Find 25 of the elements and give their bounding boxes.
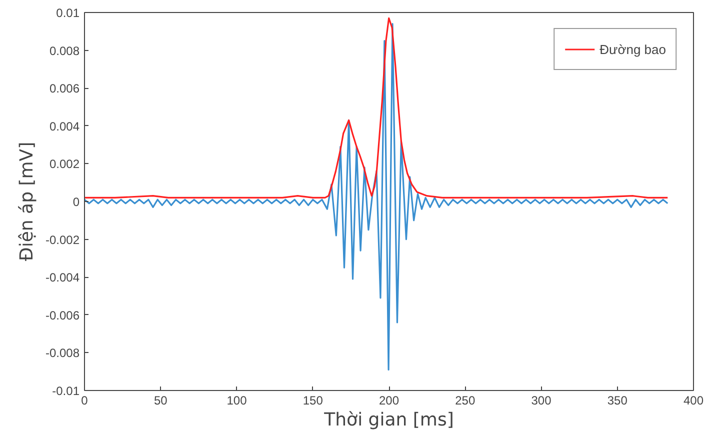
y-tick-label: 0.004 [49, 119, 80, 134]
y-tick-label: -0.008 [45, 346, 80, 360]
x-tick-label: 150 [302, 394, 324, 408]
x-tick-label: 0 [81, 394, 88, 408]
y-tick-label: -0.006 [45, 308, 80, 322]
y-tick-label: 0.01 [56, 6, 80, 20]
y-tick-label: 0.008 [49, 44, 80, 58]
y-tick-label: -0.004 [45, 270, 80, 285]
x-tick-label: 100 [226, 394, 248, 408]
line-series [84, 23, 668, 371]
y-tick-label: 0.006 [49, 82, 80, 96]
y-tick-label: -0.002 [45, 232, 80, 247]
x-tick-label: 300 [531, 394, 552, 408]
x-tick-label: 400 [683, 394, 704, 408]
line-series [84, 17, 668, 199]
legend-label: Đường bao [600, 42, 666, 56]
x-tick-label: 50 [154, 394, 168, 408]
y-axis-title: Điện áp [mV] [16, 142, 38, 262]
x-tick-label: 200 [378, 394, 400, 408]
x-tick-label: 250 [455, 394, 476, 408]
y-tick-label: -0.01 [52, 384, 80, 398]
x-axis-title: Thời gian [ms] [323, 410, 454, 430]
x-tick-label: 350 [607, 394, 628, 408]
y-tick-label: 0 [72, 195, 80, 209]
y-tick-label: 0.002 [49, 157, 80, 172]
